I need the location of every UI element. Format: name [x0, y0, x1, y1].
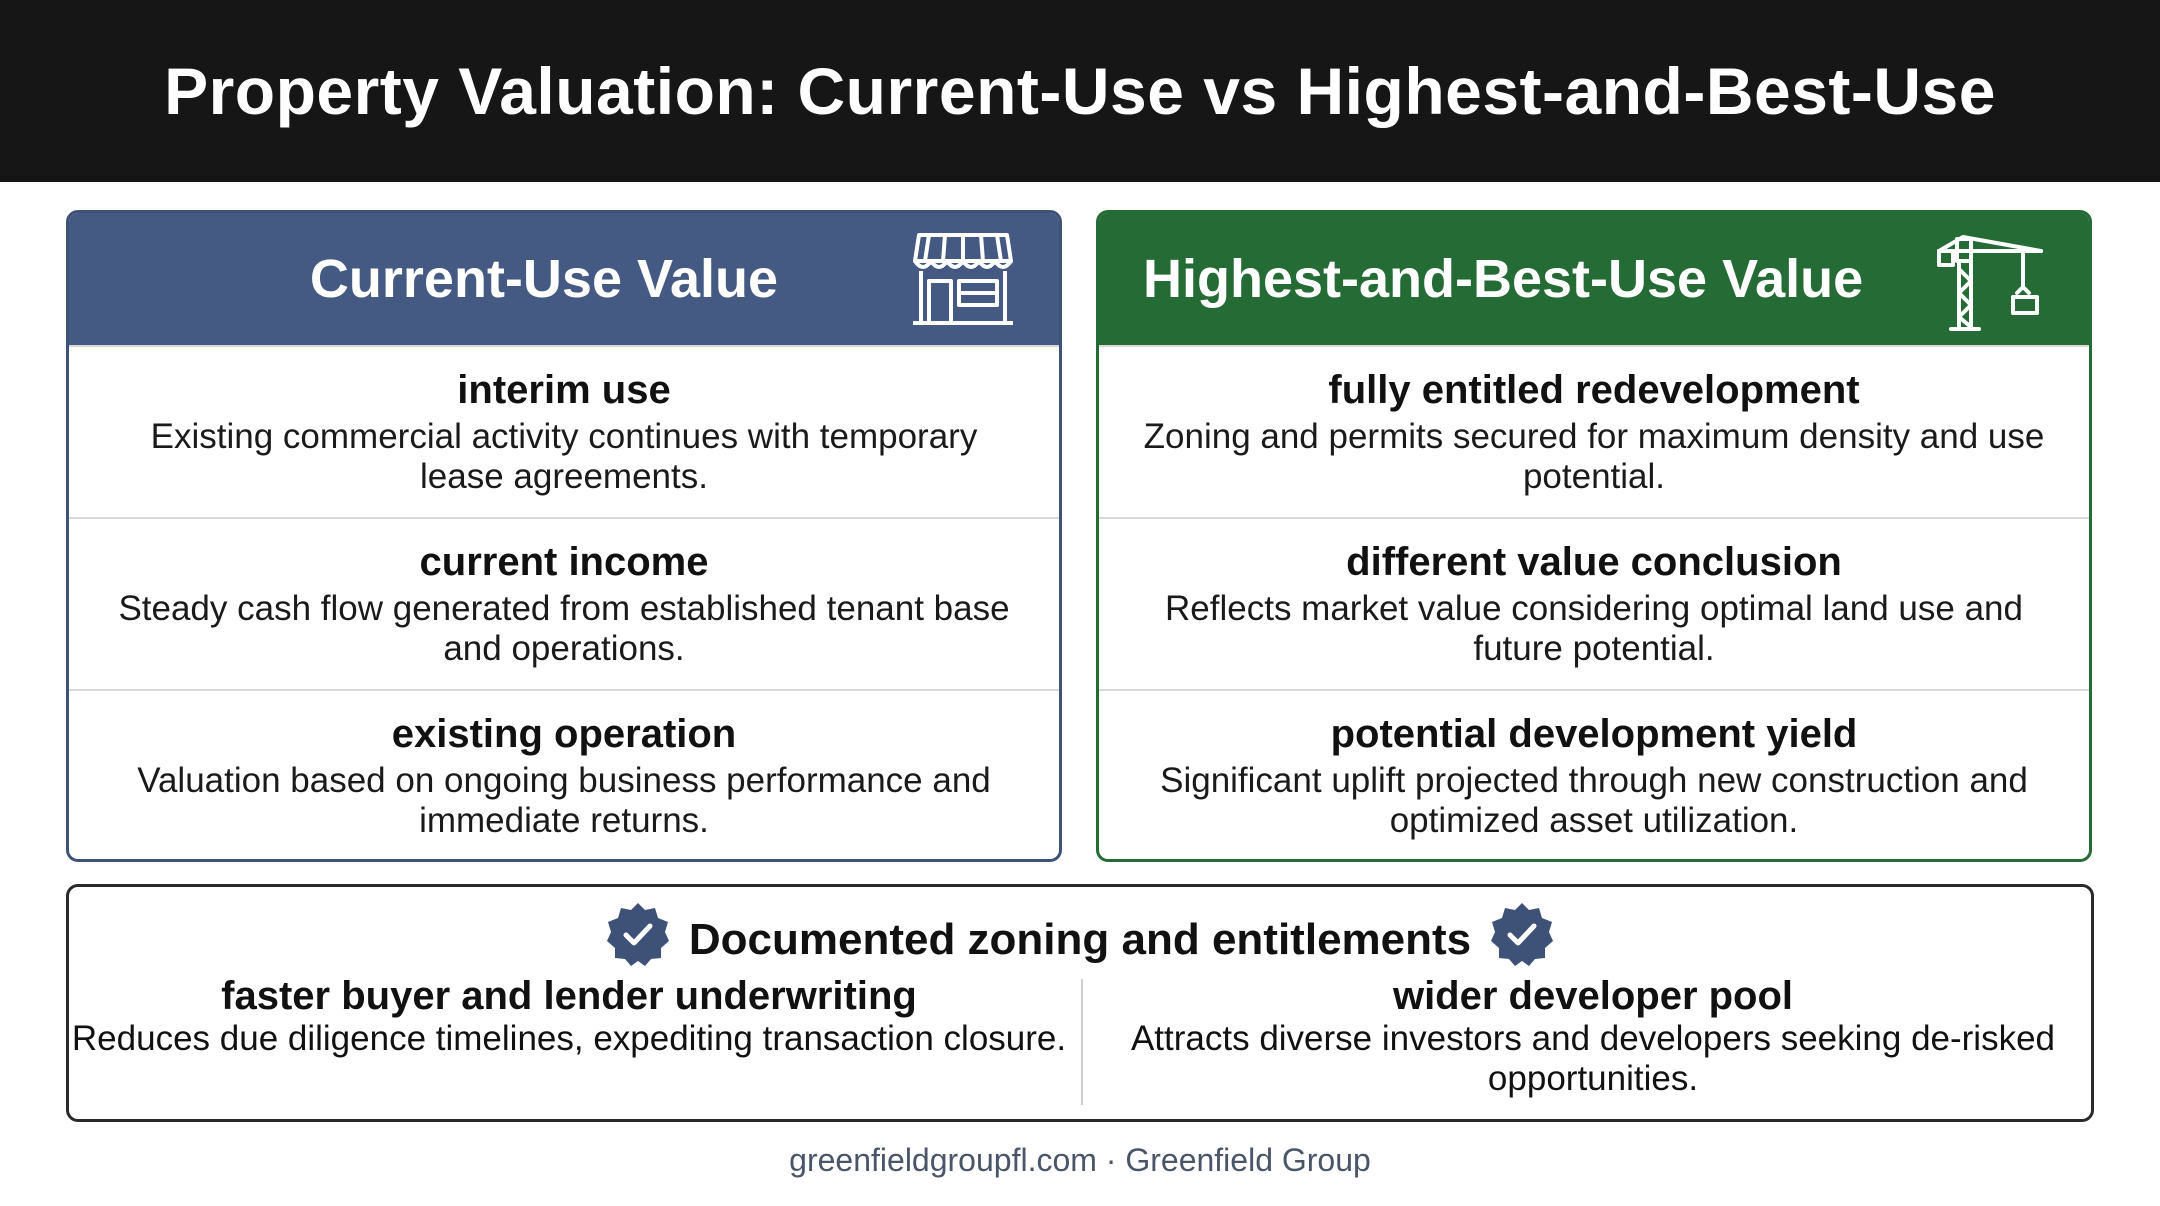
current-use-panel: Current-Use Value interim use Existing c… [66, 210, 1062, 862]
list-item: current income Steady cash flow generate… [69, 517, 1059, 689]
divider [1081, 979, 1083, 1105]
footer-credit: greenfieldgroupfl.com · Greenfield Group [789, 1142, 1371, 1178]
item-title: existing operation [391, 712, 737, 756]
item-title: potential development yield [1330, 712, 1858, 756]
list-item: interim use Existing commercial activity… [69, 345, 1059, 517]
entitlements-title-row: Documented zoning and entitlements [69, 901, 2091, 978]
item-description: Zoning and permits secured for maximum d… [1143, 417, 2045, 496]
benefit-underwriting: faster buyer and lender underwriting Red… [69, 973, 1069, 1059]
page-title: Property Valuation: Current-Use vs Highe… [164, 54, 1996, 128]
highest-best-use-heading: Highest-and-Best-Use Value [1143, 249, 1864, 309]
item-description: Significant uplift projected through new… [1160, 761, 2028, 840]
item-description: Valuation based on ongoing business perf… [137, 761, 991, 840]
construction-crane-icon [1933, 231, 2045, 348]
item-title: current income [419, 540, 709, 584]
item-title: interim use [457, 368, 671, 412]
check-badge-icon [605, 901, 671, 978]
item-description: Existing commercial activity continues w… [150, 417, 978, 496]
item-title: fully entitled redevelopment [1328, 368, 1860, 412]
item-description: Steady cash flow generated from establis… [118, 589, 1010, 668]
entitlements-box: Documented zoning and entitlements faste… [66, 884, 2094, 1122]
list-item: different value conclusion Reflects mark… [1099, 517, 2089, 689]
current-use-header: Current-Use Value [69, 213, 1059, 345]
current-use-heading: Current-Use Value [309, 249, 779, 309]
list-item: fully entitled redevelopment Zoning and … [1099, 345, 2089, 517]
list-item: potential development yield Significant … [1099, 689, 2089, 859]
benefit-title: wider developer pool [1392, 974, 1794, 1018]
benefit-description: Reduces due diligence timelines, expedit… [71, 1019, 1067, 1058]
storefront-icon [911, 231, 1015, 340]
entitlements-heading: Documented zoning and entitlements [688, 914, 1472, 964]
header-bar: Property Valuation: Current-Use vs Highe… [0, 0, 2160, 182]
item-description: Reflects market value considering optima… [1165, 589, 2023, 668]
highest-best-use-header: Highest-and-Best-Use Value [1099, 213, 2089, 345]
benefit-description: Attracts diverse investors and developer… [1130, 1019, 2056, 1098]
benefit-developer-pool: wider developer pool Attracts diverse in… [1093, 973, 2093, 1099]
highest-best-use-panel: Highest-and-Best-Use Value fully entitle… [1096, 210, 2092, 862]
check-badge-icon [1489, 901, 1555, 978]
item-title: different value conclusion [1346, 540, 1842, 584]
benefit-title: faster buyer and lender underwriting [221, 974, 917, 1018]
list-item: existing operation Valuation based on on… [69, 689, 1059, 859]
